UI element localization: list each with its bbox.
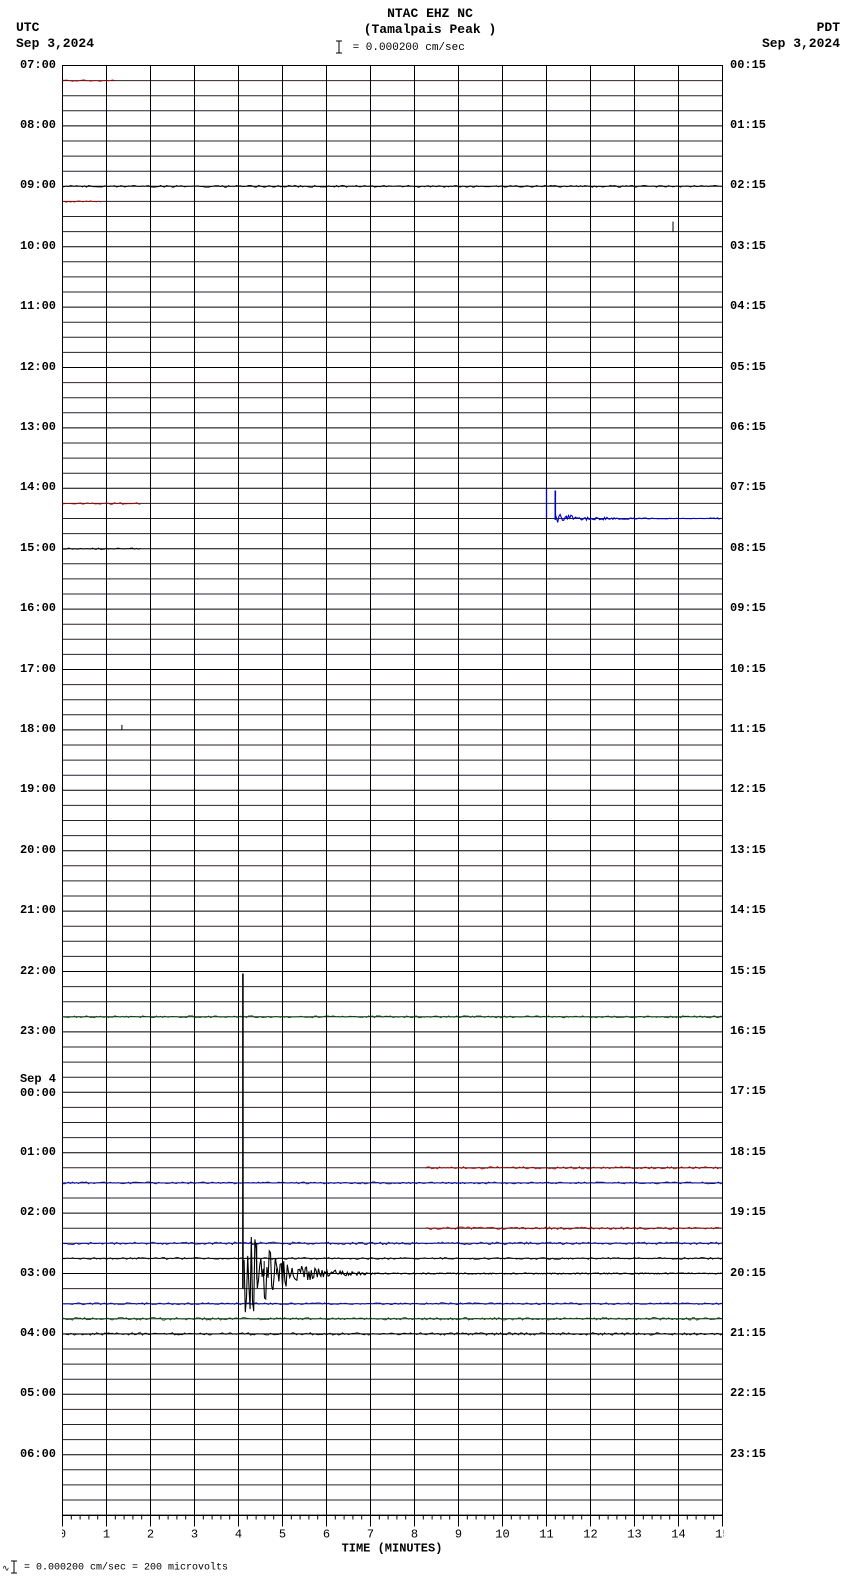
svg-text:15: 15 <box>715 1528 724 1542</box>
utc-hour-label: 04:00 <box>20 1326 56 1340</box>
pdt-hour-label: 18:15 <box>730 1145 766 1159</box>
svg-text:14: 14 <box>671 1528 685 1542</box>
utc-hour-label: 23:00 <box>20 1024 56 1038</box>
pdt-hour-label: 16:15 <box>730 1024 766 1038</box>
footer-text: = 0.000200 cm/sec = 200 microvolts <box>24 1563 228 1574</box>
pdt-hour-label: 15:15 <box>730 964 766 978</box>
svg-text:13: 13 <box>627 1528 641 1542</box>
pdt-hour-label: 12:15 <box>730 782 766 796</box>
utc-hour-label: 15:00 <box>20 541 56 555</box>
pdt-hour-label: 21:15 <box>730 1326 766 1340</box>
pdt-hour-label: 07:15 <box>730 480 766 494</box>
utc-hour-label: 20:00 <box>20 843 56 857</box>
pdt-hour-label: 04:15 <box>730 299 766 313</box>
svg-text:∿: ∿ <box>2 1564 10 1574</box>
pdt-hour-label: 13:15 <box>730 843 766 857</box>
pdt-hour-label: 08:15 <box>730 541 766 555</box>
pdt-hour-label: 14:15 <box>730 903 766 917</box>
station-location: (Tamalpais Peak ) <box>340 22 520 37</box>
footer-scale: ∿ = 0.000200 cm/sec = 200 microvolts <box>2 1560 228 1574</box>
svg-text:11: 11 <box>539 1528 553 1542</box>
seismogram-plot: 0123456789101112131415TIME (MINUTES) <box>62 65 724 1575</box>
utc-hour-label: 03:00 <box>20 1266 56 1280</box>
pdt-hour-label: 23:15 <box>730 1447 766 1461</box>
pdt-hour-label: 10:15 <box>730 662 766 676</box>
pdt-hour-label: 06:15 <box>730 420 766 434</box>
left-date: Sep 3,2024 <box>16 36 94 51</box>
svg-text:5: 5 <box>279 1528 286 1542</box>
svg-text:8: 8 <box>411 1528 418 1542</box>
svg-text:7: 7 <box>367 1528 374 1542</box>
utc-hour-label: 18:00 <box>20 722 56 736</box>
utc-hour-label: Sep 400:00 <box>20 1072 56 1100</box>
pdt-hour-label: 20:15 <box>730 1266 766 1280</box>
svg-text:6: 6 <box>323 1528 330 1542</box>
utc-hour-label: 10:00 <box>20 239 56 253</box>
utc-hour-label: 12:00 <box>20 360 56 374</box>
svg-text:12: 12 <box>583 1528 597 1542</box>
svg-text:2: 2 <box>147 1528 154 1542</box>
pdt-hour-label: 01:15 <box>730 118 766 132</box>
svg-text:0: 0 <box>62 1528 66 1542</box>
scale-icon: ∿ <box>2 1560 18 1574</box>
utc-hour-label: 05:00 <box>20 1386 56 1400</box>
svg-text:1: 1 <box>103 1528 110 1542</box>
utc-hour-label: 19:00 <box>20 782 56 796</box>
utc-hour-label: 21:00 <box>20 903 56 917</box>
pdt-hour-label: 17:15 <box>730 1084 766 1098</box>
svg-text:10: 10 <box>495 1528 509 1542</box>
pdt-hour-label: 22:15 <box>730 1386 766 1400</box>
utc-hour-label: 22:00 <box>20 964 56 978</box>
left-timezone: UTC <box>16 20 39 35</box>
scale-bar: = 0.000200 cm/sec <box>332 40 465 54</box>
utc-hour-label: 06:00 <box>20 1447 56 1461</box>
seismogram-page: NTAC EHZ NC (Tamalpais Peak ) = 0.000200… <box>0 0 850 1584</box>
station-code: NTAC EHZ NC <box>340 6 520 21</box>
pdt-hour-label: 00:15 <box>730 58 766 72</box>
utc-hour-label: 16:00 <box>20 601 56 615</box>
svg-text:9: 9 <box>455 1528 462 1542</box>
pdt-hour-label: 05:15 <box>730 360 766 374</box>
pdt-hour-label: 11:15 <box>730 722 766 736</box>
right-timezone: PDT <box>817 20 840 35</box>
right-date: Sep 3,2024 <box>762 36 840 51</box>
svg-text:3: 3 <box>191 1528 198 1542</box>
utc-hour-label: 09:00 <box>20 178 56 192</box>
scale-icon <box>332 40 346 54</box>
utc-hour-label: 02:00 <box>20 1205 56 1219</box>
pdt-hour-label: 09:15 <box>730 601 766 615</box>
utc-hour-label: 14:00 <box>20 480 56 494</box>
pdt-hour-label: 02:15 <box>730 178 766 192</box>
svg-text:TIME (MINUTES): TIME (MINUTES) <box>342 1542 443 1556</box>
pdt-hour-label: 03:15 <box>730 239 766 253</box>
svg-text:4: 4 <box>235 1528 242 1542</box>
utc-hour-label: 01:00 <box>20 1145 56 1159</box>
utc-hour-label: 07:00 <box>20 58 56 72</box>
utc-hour-label: 13:00 <box>20 420 56 434</box>
scale-label: = 0.000200 cm/sec <box>353 42 465 54</box>
utc-hour-label: 17:00 <box>20 662 56 676</box>
pdt-hour-label: 19:15 <box>730 1205 766 1219</box>
utc-hour-label: 11:00 <box>20 299 56 313</box>
utc-hour-label: 08:00 <box>20 118 56 132</box>
